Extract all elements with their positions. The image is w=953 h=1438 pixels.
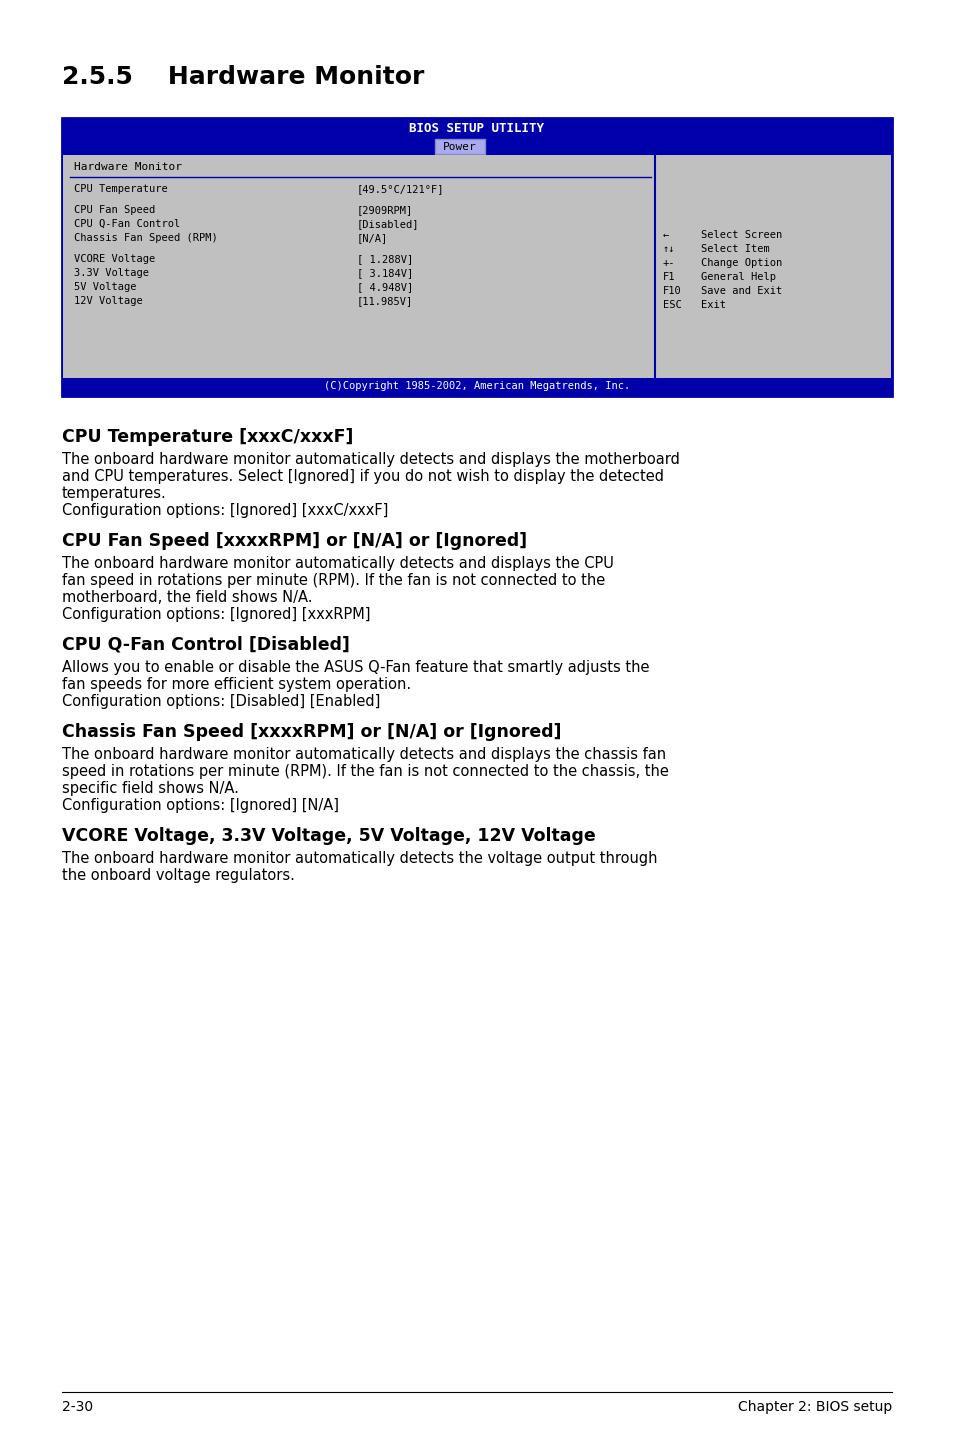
Text: CPU Fan Speed: CPU Fan Speed: [74, 206, 155, 216]
Text: Chapter 2: BIOS setup: Chapter 2: BIOS setup: [737, 1401, 891, 1414]
Text: Power: Power: [442, 142, 476, 152]
Text: 3.3V Voltage: 3.3V Voltage: [74, 267, 149, 278]
Text: BIOS SETUP UTILITY: BIOS SETUP UTILITY: [409, 122, 544, 135]
Text: Hardware Monitor: Hardware Monitor: [74, 162, 182, 173]
Text: motherboard, the field shows N/A.: motherboard, the field shows N/A.: [62, 590, 313, 605]
Text: 12V Voltage: 12V Voltage: [74, 296, 143, 306]
Text: 2.5.5    Hardware Monitor: 2.5.5 Hardware Monitor: [62, 65, 424, 89]
Text: Chassis Fan Speed (RPM): Chassis Fan Speed (RPM): [74, 233, 217, 243]
Text: +-: +-: [662, 257, 675, 267]
Text: The onboard hardware monitor automatically detects and displays the motherboard: The onboard hardware monitor automatical…: [62, 452, 679, 467]
Bar: [63, 378, 890, 395]
Text: Exit: Exit: [700, 301, 725, 311]
Text: [ 1.288V]: [ 1.288V]: [356, 255, 413, 265]
Text: (C)Copyright 1985-2002, American Megatrends, Inc.: (C)Copyright 1985-2002, American Megatre…: [323, 381, 630, 391]
Text: Allows you to enable or disable the ASUS Q-Fan feature that smartly adjusts the: Allows you to enable or disable the ASUS…: [62, 660, 649, 674]
Text: 2-30: 2-30: [62, 1401, 93, 1414]
Text: ESC: ESC: [662, 301, 681, 311]
Bar: [63, 155, 655, 378]
Text: [N/A]: [N/A]: [356, 233, 388, 243]
Text: [Disabled]: [Disabled]: [356, 219, 419, 229]
Text: Select Item: Select Item: [700, 244, 769, 255]
Text: CPU Q-Fan Control: CPU Q-Fan Control: [74, 219, 180, 229]
Text: specific field shows N/A.: specific field shows N/A.: [62, 781, 238, 797]
Text: CPU Temperature: CPU Temperature: [74, 184, 168, 194]
Text: Change Option: Change Option: [700, 257, 781, 267]
Text: fan speed in rotations per minute (RPM). If the fan is not connected to the: fan speed in rotations per minute (RPM).…: [62, 572, 604, 588]
Text: VCORE Voltage, 3.3V Voltage, 5V Voltage, 12V Voltage: VCORE Voltage, 3.3V Voltage, 5V Voltage,…: [62, 827, 595, 846]
Text: fan speeds for more efficient system operation.: fan speeds for more efficient system ope…: [62, 677, 411, 692]
Text: VCORE Voltage: VCORE Voltage: [74, 255, 155, 265]
Text: Select Screen: Select Screen: [700, 230, 781, 240]
Text: The onboard hardware monitor automatically detects and displays the chassis fan: The onboard hardware monitor automatical…: [62, 746, 665, 762]
Text: the onboard voltage regulators.: the onboard voltage regulators.: [62, 869, 294, 883]
Text: 5V Voltage: 5V Voltage: [74, 282, 136, 292]
Text: [ 4.948V]: [ 4.948V]: [356, 282, 413, 292]
Text: Save and Exit: Save and Exit: [700, 286, 781, 296]
Text: CPU Fan Speed [xxxxRPM] or [N/A] or [Ignored]: CPU Fan Speed [xxxxRPM] or [N/A] or [Ign…: [62, 532, 527, 549]
Text: CPU Temperature [xxxC/xxxF]: CPU Temperature [xxxC/xxxF]: [62, 429, 353, 446]
Text: and CPU temperatures. Select [Ignored] if you do not wish to display the detecte: and CPU temperatures. Select [Ignored] i…: [62, 469, 663, 485]
Text: Configuration options: [Ignored] [xxxC/xxxF]: Configuration options: [Ignored] [xxxC/x…: [62, 503, 388, 518]
Text: [11.985V]: [11.985V]: [356, 296, 413, 306]
Text: The onboard hardware monitor automatically detects the voltage output through: The onboard hardware monitor automatical…: [62, 851, 657, 866]
Bar: [62, 118, 891, 395]
Text: temperatures.: temperatures.: [62, 486, 167, 500]
Text: ↑↓: ↑↓: [662, 244, 675, 255]
Text: speed in rotations per minute (RPM). If the fan is not connected to the chassis,: speed in rotations per minute (RPM). If …: [62, 764, 668, 779]
Text: Chassis Fan Speed [xxxxRPM] or [N/A] or [Ignored]: Chassis Fan Speed [xxxxRPM] or [N/A] or …: [62, 723, 561, 741]
Text: The onboard hardware monitor automatically detects and displays the CPU: The onboard hardware monitor automatical…: [62, 557, 613, 571]
Text: Configuration options: [Ignored] [xxxRPM]: Configuration options: [Ignored] [xxxRPM…: [62, 607, 370, 623]
Text: F1: F1: [662, 272, 675, 282]
Text: Configuration options: [Disabled] [Enabled]: Configuration options: [Disabled] [Enabl…: [62, 695, 380, 709]
Text: [49.5°C/121°F]: [49.5°C/121°F]: [356, 184, 444, 194]
Text: F10: F10: [662, 286, 681, 296]
Text: CPU Q-Fan Control [Disabled]: CPU Q-Fan Control [Disabled]: [62, 636, 350, 654]
Text: General Help: General Help: [700, 272, 775, 282]
Text: Configuration options: [Ignored] [N/A]: Configuration options: [Ignored] [N/A]: [62, 798, 338, 812]
Bar: [435, 139, 484, 154]
Text: [2909RPM]: [2909RPM]: [356, 206, 413, 216]
Bar: [655, 155, 890, 378]
Text: [ 3.184V]: [ 3.184V]: [356, 267, 413, 278]
Text: ←: ←: [662, 230, 669, 240]
